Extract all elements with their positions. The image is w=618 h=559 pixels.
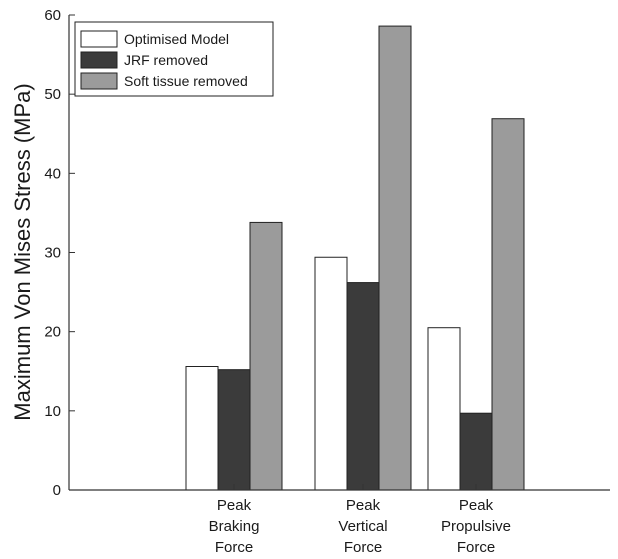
bar xyxy=(491,118,525,491)
x-category-label: Peak xyxy=(346,497,381,514)
legend: Optimised Model JRF removed Soft tissue re… xyxy=(74,21,274,97)
y-tick-label: 0 xyxy=(53,482,61,499)
y-tick-label: 60 xyxy=(44,7,61,24)
legend-label: Soft tissue removed xyxy=(124,73,248,89)
x-category-label: Peak xyxy=(459,497,494,514)
y-tick-label: 20 xyxy=(44,324,61,341)
x-category-label: Braking xyxy=(209,518,260,535)
y-tick-label: 10 xyxy=(44,403,61,420)
legend-swatch xyxy=(80,72,118,90)
bar xyxy=(378,25,412,491)
legend-swatch xyxy=(80,30,118,48)
y-tick-label: 40 xyxy=(44,165,61,182)
y-tick-label: 30 xyxy=(44,245,61,262)
y-axis-label: Maximum Von Mises Stress (MPa) xyxy=(10,83,35,420)
bar xyxy=(185,366,219,491)
x-category-label: Peak xyxy=(217,497,252,514)
x-category-label: Force xyxy=(215,539,253,556)
axes-group: 0 10 20 30 40 50 60 Peak Braking Force Peak Vertica… xyxy=(44,7,610,556)
bar xyxy=(314,256,348,491)
x-category-label: Vertical xyxy=(338,518,387,535)
legend-label: Optimised Model xyxy=(124,31,229,47)
bars-group xyxy=(185,25,525,491)
x-category-label: Propulsive xyxy=(441,518,511,535)
legend-label: JRF removed xyxy=(124,52,208,68)
legend-swatch xyxy=(80,51,118,69)
bar xyxy=(249,221,283,491)
bar xyxy=(427,327,461,491)
y-tick-label: 50 xyxy=(44,86,61,103)
bar xyxy=(346,282,380,491)
bar xyxy=(217,369,251,491)
x-category-label: Force xyxy=(344,539,382,556)
x-category-label: Force xyxy=(457,539,495,556)
bar xyxy=(459,412,493,491)
